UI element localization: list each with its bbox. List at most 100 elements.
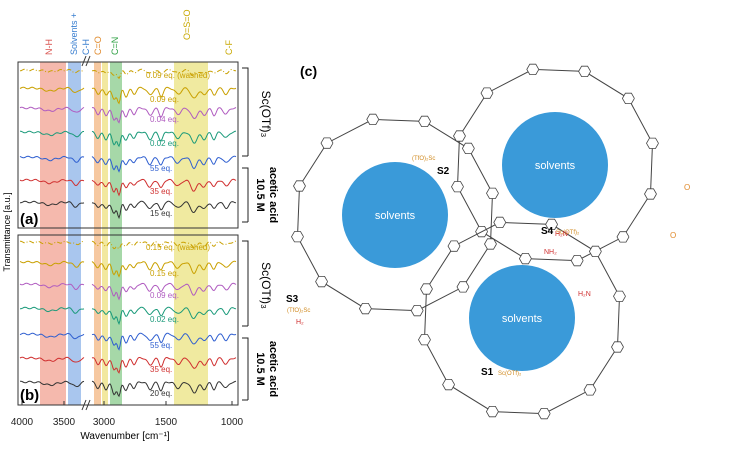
spectrum: [19, 200, 237, 220]
spectrum: [19, 356, 237, 374]
amine: H₂N: [578, 291, 591, 298]
ring: [293, 180, 306, 192]
group-label: Sc(OTf)₃: [259, 91, 273, 138]
spectrum: [19, 68, 237, 80]
ring: [410, 305, 424, 317]
trace-label: 35 eq.: [150, 365, 172, 374]
spectrum: [19, 332, 237, 351]
x-tick-label: 4000: [11, 417, 34, 428]
ring: [621, 92, 635, 104]
x-tick-label: 1500: [155, 417, 178, 428]
ring: [578, 65, 591, 77]
brace: [242, 337, 249, 401]
ring: [451, 181, 464, 193]
amine: NH₂: [544, 249, 557, 256]
brace: [242, 240, 249, 327]
ring: [583, 384, 597, 396]
ring: [320, 137, 334, 149]
axis-break: [81, 55, 91, 411]
panel-label: (b): [20, 387, 39, 404]
scheme-label: (c): [300, 63, 317, 79]
brace: [242, 167, 249, 223]
x-tick-label: 3000: [93, 417, 116, 428]
ring: [646, 137, 659, 149]
spectrum: [19, 86, 237, 105]
site-ligand: (TfO)₂Sc: [287, 308, 310, 314]
ring: [484, 238, 497, 250]
ring: [442, 379, 455, 391]
ring: [420, 283, 433, 295]
panel-label: (a): [20, 211, 38, 228]
band-label: N-H: [44, 39, 54, 55]
trace-label: 20 eq.: [150, 389, 172, 398]
spectrum: [19, 155, 237, 173]
trace-label: 55 eq.: [150, 341, 172, 350]
ring: [358, 303, 372, 315]
amine: H₂N: [555, 231, 568, 238]
ring: [453, 130, 466, 142]
spectrum: [19, 282, 237, 301]
trace-label: 0.09 eq. (washed): [146, 71, 210, 80]
pore-label: solvents: [502, 313, 543, 325]
site-ligand: Sc(OTf)₂: [556, 230, 580, 236]
bands: [40, 62, 208, 405]
spectrum: [19, 380, 237, 398]
ring: [616, 231, 630, 243]
ring: [588, 245, 602, 257]
spectrum: [19, 240, 237, 250]
site-label: S2: [437, 166, 450, 177]
site-label: S1: [481, 367, 494, 378]
trace-label: 35 eq.: [150, 187, 172, 196]
ring: [456, 281, 470, 293]
aldehyde: O: [670, 231, 676, 240]
panel-b-frame: [17, 234, 239, 406]
site-ligand: Sc(OTf)₂: [498, 371, 522, 377]
ring: [518, 253, 532, 265]
band-label: Solvents +: [69, 13, 79, 55]
ring: [486, 187, 499, 199]
site-ligand: (TfO)₂Sc: [412, 156, 435, 162]
group-label: 10.5 M: [254, 178, 266, 212]
site-label: S4: [541, 226, 554, 237]
band-label: C=N: [110, 37, 120, 55]
ring: [291, 231, 304, 243]
group-label: 10.5 M: [254, 352, 266, 386]
pore: [469, 265, 575, 371]
brace: [242, 67, 249, 157]
group-label: acetic acid: [267, 167, 279, 223]
trace-label: 0.09 eq.: [150, 291, 179, 300]
spectrum: [19, 306, 237, 326]
trace-label: 55 eq.: [150, 164, 172, 173]
band-label: C=O: [93, 36, 103, 55]
y-axis-label: Transmittance [a.u.]: [2, 192, 12, 271]
pore-label: solvents: [375, 210, 416, 222]
ring: [315, 276, 328, 288]
ring: [526, 63, 540, 75]
x-tick-label: 1000: [221, 417, 244, 428]
band-label: C-F: [224, 40, 234, 55]
group-label: acetic acid: [267, 341, 279, 397]
trace-label: 0.04 eq.: [150, 115, 179, 124]
ring: [644, 188, 657, 200]
ring: [611, 341, 624, 353]
ring: [570, 255, 584, 267]
trace-label: 0.02 eq.: [150, 315, 179, 324]
trace-label: 15 eq.: [150, 209, 172, 218]
site-label: S3: [286, 294, 299, 305]
ring: [493, 216, 507, 228]
amine: H₂: [296, 319, 304, 326]
ring: [545, 218, 558, 230]
trace-label: 0.09 eq.: [150, 95, 179, 104]
pore: [502, 112, 608, 218]
trace-label: 0.02 eq.: [150, 139, 179, 148]
ring: [366, 113, 380, 125]
spectrum: [19, 106, 237, 124]
ring: [418, 115, 431, 127]
ring: [613, 290, 626, 302]
x-tick-label: 3500: [53, 417, 76, 428]
band-label: C-H: [81, 39, 91, 55]
spectrum: [19, 260, 237, 278]
trace-label: 0.15 eq. (washed): [146, 243, 210, 252]
group-label: Sc(OTf)₃: [259, 262, 273, 309]
